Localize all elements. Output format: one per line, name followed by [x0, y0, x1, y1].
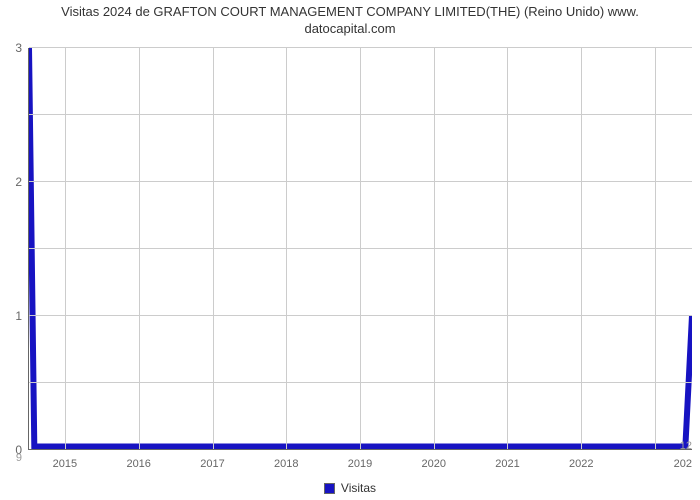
grid-line-v — [581, 48, 582, 449]
x-tick-label-last: 202 — [674, 458, 692, 470]
title-line-2: datocapital.com — [304, 21, 395, 36]
title-line-1: Visitas 2024 de GRAFTON COURT MANAGEMENT… — [61, 4, 639, 19]
x-tick-label: 2017 — [200, 458, 224, 470]
x-axis: 2015201620172018201920202021202220212 — [28, 454, 692, 476]
x-tick-label: 2016 — [126, 458, 150, 470]
x-tick-label: 2022 — [569, 458, 593, 470]
grid-line-v — [213, 48, 214, 449]
grid-line-v — [65, 48, 66, 449]
legend: Visitas — [0, 476, 700, 500]
x-tick-label: 2019 — [348, 458, 372, 470]
y-tick-label: 1 — [15, 309, 22, 323]
chart-title: Visitas 2024 de GRAFTON COURT MANAGEMENT… — [0, 0, 700, 40]
x-tick-label: 2015 — [53, 458, 77, 470]
grid-line-v — [139, 48, 140, 449]
y-tick-label: 2 — [15, 175, 22, 189]
y-minor-bottom: 9 — [16, 452, 22, 464]
grid-line-v — [286, 48, 287, 449]
legend-label: Visitas — [341, 481, 376, 495]
y-tick-label: 3 — [15, 41, 22, 55]
grid-line-v — [434, 48, 435, 449]
plot-area — [28, 48, 692, 450]
grid-line-v — [655, 48, 656, 449]
x-tick-label: 2018 — [274, 458, 298, 470]
legend-swatch — [324, 483, 335, 494]
grid-line-v — [360, 48, 361, 449]
y-axis: 01239 — [0, 40, 28, 454]
x-tick-label: 2021 — [495, 458, 519, 470]
x-tick-label: 2020 — [422, 458, 446, 470]
grid-line-v — [507, 48, 508, 449]
chart-wrapper: 01239 — [0, 40, 700, 454]
y-minor-top: 12 — [680, 440, 692, 452]
